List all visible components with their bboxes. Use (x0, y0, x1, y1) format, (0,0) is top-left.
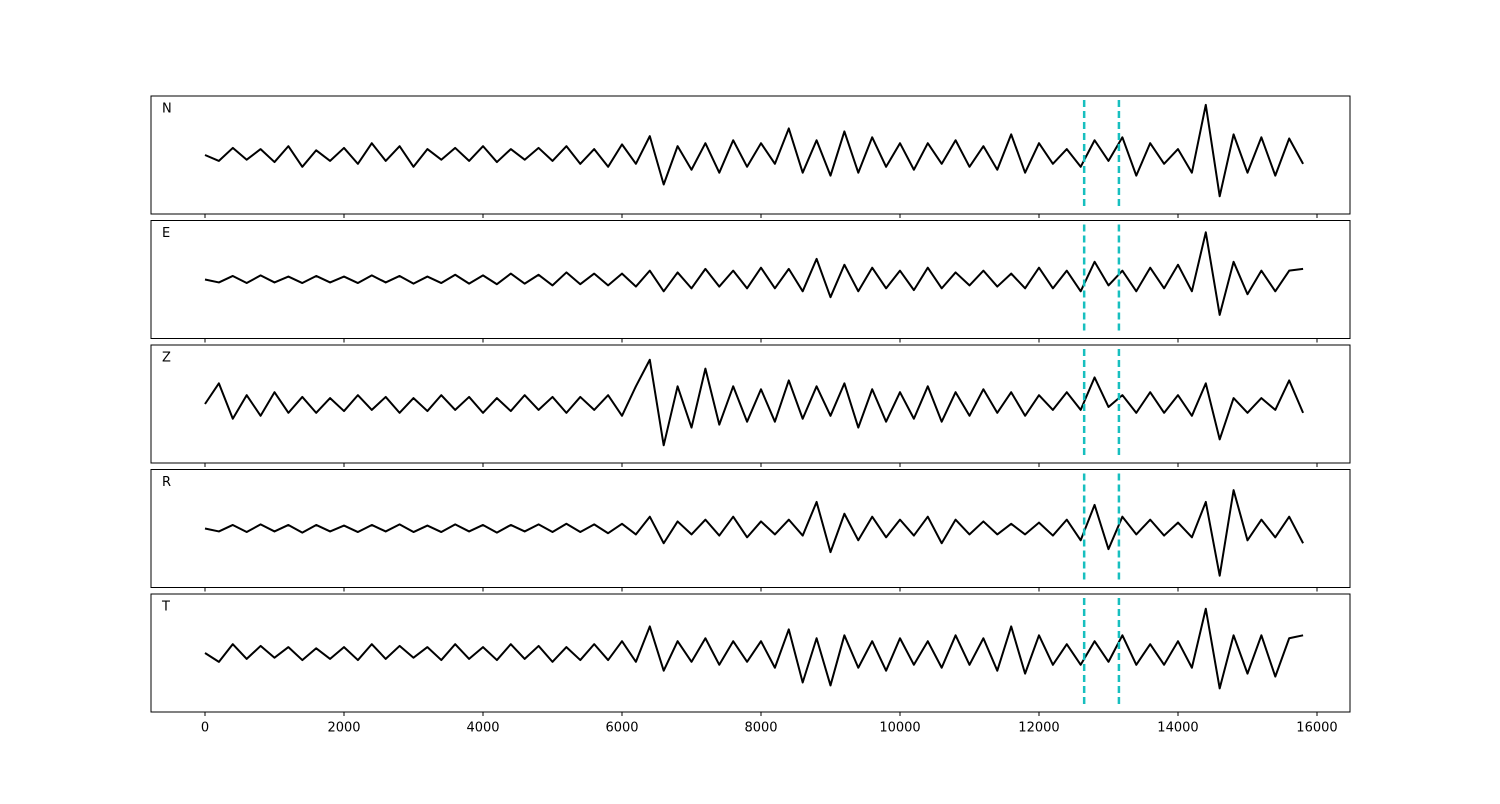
panel-frame (150, 344, 1351, 464)
x-tick-label: 14000 (1157, 721, 1198, 736)
x-tick-label: 2000 (327, 721, 360, 736)
trace (204, 607, 1304, 690)
x-tick-label: 4000 (466, 721, 499, 736)
panel-frame (150, 469, 1351, 588)
trace (204, 358, 1305, 447)
panel-label: Z (162, 351, 171, 366)
x-tick-label: 8000 (744, 721, 777, 736)
trace (204, 231, 1304, 316)
x-tick-label: 12000 (1018, 721, 1059, 736)
panel-label: E (162, 226, 170, 241)
panel-frame (150, 593, 1351, 713)
x-tick-label: 0 (201, 721, 209, 736)
panel-label: R (162, 475, 171, 490)
panel-frame (150, 95, 1351, 215)
x-tick-label: 6000 (605, 721, 638, 736)
panel-frame (150, 220, 1351, 339)
panel-label: N (162, 102, 172, 117)
x-tick-label: 16000 (1296, 721, 1337, 736)
panel-label: T (161, 600, 170, 615)
x-tick-label: 10000 (879, 721, 920, 736)
trace (204, 489, 1304, 577)
trace (204, 103, 1304, 198)
